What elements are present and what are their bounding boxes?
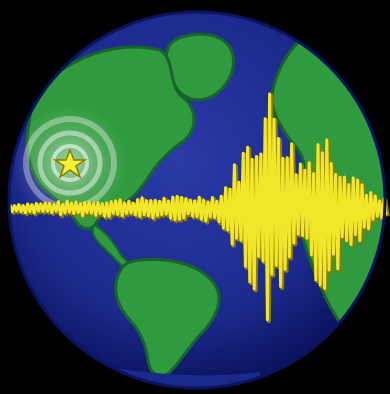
globe-outline <box>7 10 387 390</box>
seismic-wave-trace <box>8 92 388 322</box>
epicenter-star-icon <box>52 147 88 179</box>
seismograph-wave-icon <box>8 92 390 324</box>
